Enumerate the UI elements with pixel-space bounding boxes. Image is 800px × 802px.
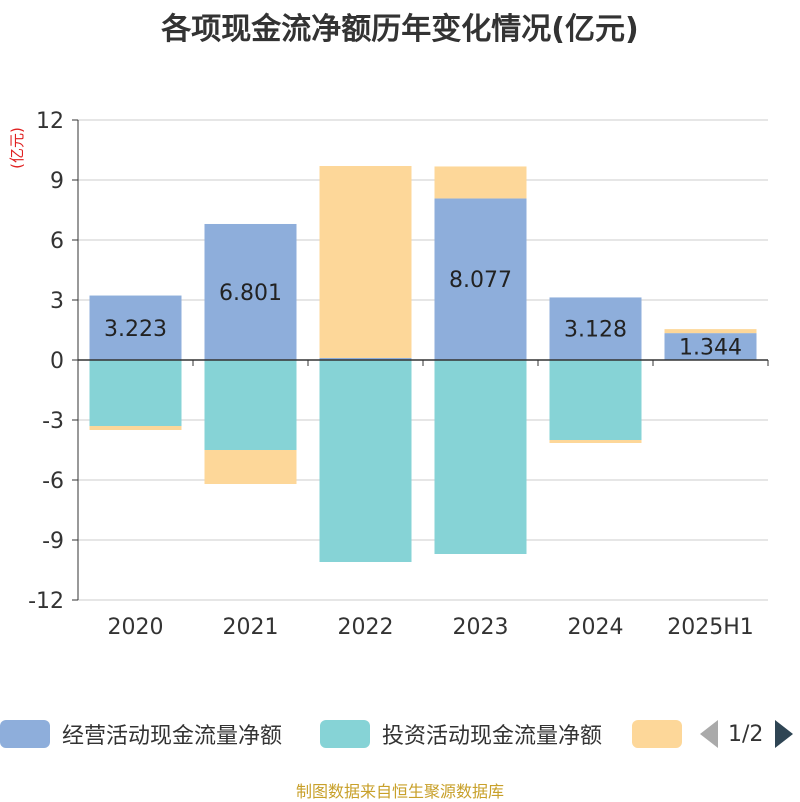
bar-2021-series-0 (204, 223, 297, 360)
data-label: 3.223 (104, 317, 167, 342)
x-tick-label: 2022 (338, 615, 394, 640)
x-tick-label: 2023 (453, 615, 509, 640)
bar-2023-series-0 (434, 198, 527, 360)
x-tick-label: 2025H1 (667, 615, 754, 640)
bar-2021-series-1 (204, 360, 297, 450)
chart-title: 各项现金流净额历年变化情况(亿元) (161, 12, 639, 47)
bar-2023-series-1 (434, 360, 527, 554)
y-tick-label: 0 (50, 349, 64, 374)
y-tick-label: 6 (50, 229, 64, 254)
legend-swatch-operating (0, 720, 50, 748)
y-tick-label: -3 (42, 409, 64, 434)
y-tick-label: -9 (42, 529, 64, 554)
legend-swatch-investing (320, 720, 370, 748)
x-tick-label: 2020 (108, 615, 164, 640)
legend: 经营活动现金流量净额 投资活动现金流量净额 1/2 (0, 716, 800, 752)
bar-2024-series-2 (549, 440, 642, 443)
legend-prev-icon[interactable] (700, 720, 718, 748)
bar-2025H1-series-0 (664, 333, 757, 360)
legend-swatch-third (632, 720, 682, 748)
footer-source: 制图数据来自恒生聚源数据库 (295, 782, 504, 801)
y-axis-label: (亿元) (8, 127, 26, 169)
bar-2024-series-1 (549, 360, 642, 440)
bar-2022-series-1 (319, 360, 412, 562)
bar-2022-series-0 (319, 358, 412, 360)
x-tick-label: 2021 (223, 615, 279, 640)
data-label: 1.344 (679, 336, 742, 361)
legend-pager: 1/2 (700, 716, 794, 752)
y-tick-label: -12 (28, 589, 64, 614)
legend-item-operating[interactable]: 经营活动现金流量净额 (0, 716, 282, 752)
y-tick-label: -6 (42, 469, 64, 494)
bar-2020-series-2 (89, 426, 182, 430)
y-tick-label: 3 (50, 289, 64, 314)
x-tick-label: 2024 (568, 615, 624, 640)
legend-label-operating: 经营活动现金流量净额 (62, 724, 283, 749)
bar-2020-series-0 (89, 295, 182, 360)
data-label: 6.801 (219, 281, 282, 306)
bar-2020-series-1 (89, 360, 182, 426)
bar-2023-series-2 (434, 166, 527, 199)
y-tick-label: 9 (50, 169, 64, 194)
legend-item-investing[interactable]: 投资活动现金流量净额 (320, 716, 602, 752)
legend-page-indicator: 1/2 (728, 721, 764, 747)
bar-2025H1-series-2 (664, 329, 757, 334)
bar-2024-series-0 (549, 297, 642, 360)
bar-2022-series-2 (319, 166, 412, 358)
data-label: 3.128 (564, 318, 627, 343)
data-label: 8.077 (449, 268, 512, 293)
y-tick-label: 12 (36, 109, 64, 134)
legend-label-investing: 投资活动现金流量净额 (382, 724, 603, 749)
bar-2021-series-2 (204, 450, 297, 484)
legend-next-icon[interactable] (775, 720, 794, 748)
legend-item-third[interactable] (632, 716, 694, 752)
